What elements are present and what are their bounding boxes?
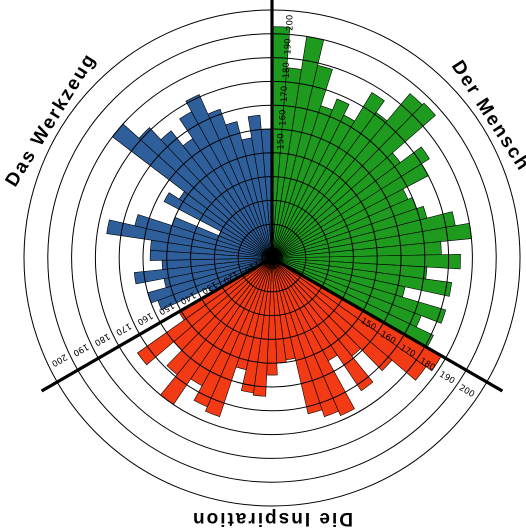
bar-sector1-19: [166, 257, 273, 376]
bar-sector2-19: [185, 94, 273, 259]
tick-label-sector0-5: 200: [285, 15, 295, 31]
bar-sector0-10: [271, 102, 436, 259]
bar-sector2-15: [138, 127, 273, 259]
sector-separator-2: [40, 256, 273, 393]
bar-sector1-6: [271, 257, 355, 417]
bar-sector0-5: [271, 98, 350, 259]
tick-label-sector0-1: 160: [278, 110, 288, 126]
tick-label-sector2-8: 190: [71, 341, 90, 358]
bars-layer: [106, 26, 472, 418]
bar-sector1-16: [193, 257, 273, 408]
bar-sector2-21: [225, 121, 273, 259]
sector-label-die-inspiration: Die Inspiration: [191, 508, 353, 528]
bar-sector0-24: [271, 257, 447, 324]
bar-sector1-2: [271, 257, 393, 372]
tick-label-sector1-5: 200: [457, 383, 476, 400]
bar-sector2-16: [160, 130, 273, 259]
bar-sector0-7: [271, 92, 385, 259]
bar-sector0-12: [271, 146, 430, 259]
bar-sector2-12: [163, 192, 273, 259]
bar-sector0-3: [271, 64, 333, 259]
tick-label-sector2-5: 160: [135, 310, 154, 327]
sector-separator-1: [271, 256, 504, 393]
tick-label-sector0-4: 190: [284, 38, 294, 54]
tick-label-sector2-6: 170: [114, 320, 133, 337]
bar-sector1-4: [271, 257, 374, 392]
tick-label-sector1-4: 190: [437, 370, 456, 387]
tick-label-sector2-7: 180: [92, 331, 111, 348]
tick-label-sector0-2: 170: [280, 86, 290, 102]
bar-sector1-1: [271, 257, 427, 381]
sector-label-das-werkzeug: Das Werkzeug: [2, 49, 101, 190]
sector-separators: [40, 0, 504, 393]
sector-label-der-mensch: Der Mensch: [447, 57, 526, 176]
tick-label-sector0-3: 180: [282, 62, 292, 78]
bar-sector0-20: [271, 254, 461, 270]
bar-sector2-23: [247, 114, 273, 259]
tick-label-sector0-0: 150: [277, 133, 287, 149]
tick-label-sector2-9: 200: [50, 351, 69, 368]
